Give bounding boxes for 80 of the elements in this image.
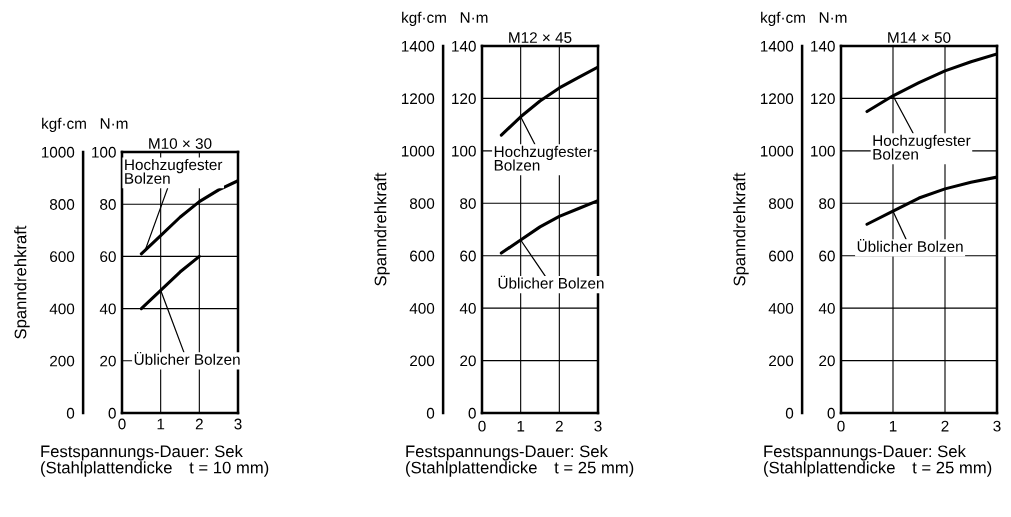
y-axis-title: Spanndrehkraft <box>374 172 390 286</box>
y-tick-label: 200 <box>769 355 794 367</box>
y-tick-label: 600 <box>50 251 75 263</box>
y-tick-label: 1200 <box>760 93 794 105</box>
y2-tick-label: 100 <box>811 145 835 157</box>
y2-tick-label: 20 <box>100 355 116 367</box>
x-tick-label: 1 <box>517 420 525 432</box>
y-tick-label: 400 <box>49 303 75 315</box>
y2-tick-label: 60 <box>100 251 116 263</box>
text: (Stahlplattendicke t = 25 mm) <box>764 461 992 477</box>
y2-tick-label: 60 <box>460 250 476 262</box>
y2-axis-title: N·m <box>460 12 488 23</box>
y2-tick-label: 60 <box>819 250 835 262</box>
y-tick-label: 1200 <box>401 93 435 105</box>
y-tick-label: 0 <box>66 407 75 419</box>
legend-label: Üblicher Bolzen <box>498 275 604 289</box>
x-axis-title: Festspannungs-Dauer: Sek <box>764 445 966 461</box>
y2-tick-label: 120 <box>452 93 476 105</box>
y2-tick-label: 0 <box>108 407 116 419</box>
text: (Stahlplattendicke t = 10 mm) <box>41 461 269 477</box>
chart-title: M10 × 30 <box>149 138 212 149</box>
text: Üblicher Bolzen <box>134 351 240 365</box>
series-label: Hochzugfester Bolzen <box>125 158 223 184</box>
y2-tick-label: 80 <box>819 198 835 209</box>
y-tick-label: 1000 <box>41 146 75 158</box>
y2-tick-label: 140 <box>452 40 476 52</box>
y-tick-label: 200 <box>50 355 75 367</box>
y-tick-label: 0 <box>426 407 435 419</box>
y2-tick-label: 80 <box>100 199 116 210</box>
series-label: Hochzugfester Bolzen <box>873 134 971 160</box>
chart-title: M12 × 45 <box>509 32 572 43</box>
y2-tick-label: 140 <box>811 40 835 52</box>
text: kgf·cm <box>42 117 86 132</box>
y-tick-label: 600 <box>769 250 794 262</box>
x-tick-label: 0 <box>837 420 845 432</box>
x-tick-label: 3 <box>594 420 602 432</box>
y-axis-title: Spanndrehkraft <box>14 225 30 339</box>
y2-tick-label: 20 <box>819 355 835 367</box>
y2-tick-label: 40 <box>459 303 476 314</box>
y-tick-label: 400 <box>768 303 794 314</box>
y-tick-label: 800 <box>768 198 794 209</box>
x-tick-label: 1 <box>889 420 897 432</box>
y2-tick-label: 100 <box>452 145 476 157</box>
x-axis-title: Festspannungs-Dauer: Sek <box>406 445 608 461</box>
text: kgf·cm <box>761 11 805 26</box>
y2-axis-title: N·m <box>100 118 128 129</box>
legend-label: Üblicher Bolzen <box>857 239 963 252</box>
text: (Stahlplattendicke t = 25 mm) <box>406 461 634 477</box>
y2-axis-title: N·m <box>819 12 847 23</box>
y-tick-label: 1400 <box>401 40 435 52</box>
y2-tick-label: 0 <box>468 407 476 419</box>
y-tick-label: 1000 <box>760 145 794 157</box>
x-tick-label: 3 <box>234 418 242 430</box>
legend-label: Hochzugfester Bolzen <box>494 145 592 171</box>
y2-tick-label: 120 <box>811 93 835 105</box>
y2-tick-label: 80 <box>460 198 476 209</box>
y-tick-label: 800 <box>49 199 75 210</box>
y-tick-label: 1000 <box>401 145 435 157</box>
y-tick-label: 600 <box>410 250 435 262</box>
x-axis-title: Festspannungs-Dauer: Sek <box>41 445 243 461</box>
x-tick-label: 2 <box>941 420 949 432</box>
y-tick-label: 1400 <box>760 40 794 52</box>
y2-tick-label: 100 <box>92 146 116 158</box>
x-tick-label: 3 <box>993 420 1001 432</box>
y2-tick-label: 40 <box>818 303 835 314</box>
y2-tick-label: 40 <box>99 303 116 315</box>
y2-tick-label: 0 <box>827 407 835 419</box>
y-tick-label: 200 <box>410 355 435 367</box>
x-tick-label: 0 <box>118 418 126 430</box>
y2-tick-label: 20 <box>460 355 476 367</box>
y-axis-title: Spanndrehkraft <box>733 172 749 286</box>
y-tick-label: 400 <box>409 303 435 314</box>
x-tick-label: 1 <box>157 418 165 430</box>
x-tick-label: 2 <box>195 418 203 430</box>
y-tick-label: 800 <box>409 198 435 209</box>
chart-title: M14 × 50 <box>888 32 951 43</box>
y-tick-label: 0 <box>785 407 794 419</box>
x-tick-label: 2 <box>555 420 563 432</box>
text: kgf·cm <box>402 11 446 26</box>
x-tick-label: 0 <box>478 420 486 432</box>
